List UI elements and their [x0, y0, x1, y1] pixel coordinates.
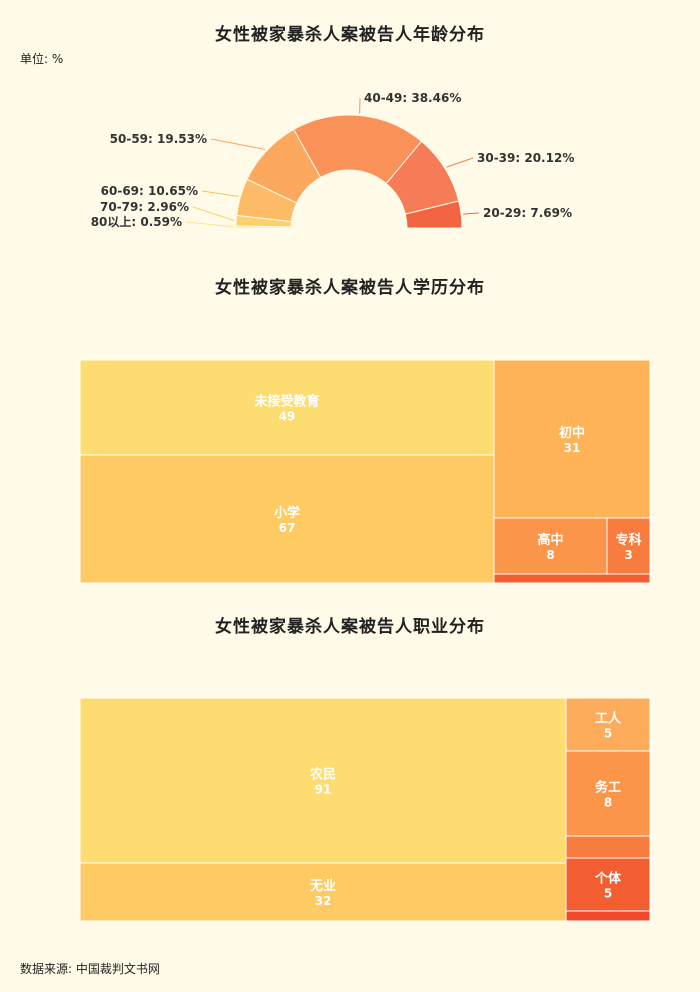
donut-leader-line — [210, 138, 266, 150]
data-source-label: 数据来源: 中国裁判文书网 — [20, 962, 160, 976]
treemap-cell-value: 5 — [604, 727, 612, 741]
donut-label: 20-29: 7.69% — [483, 206, 572, 220]
treemap-cell — [79, 697, 567, 864]
treemap-cell-value: 8 — [546, 548, 554, 562]
donut-leader-line — [192, 206, 235, 222]
treemap-cell-value: 91 — [315, 783, 332, 797]
treemap-cell-name: 农民 — [309, 767, 336, 783]
treemap-cell — [493, 359, 651, 519]
treemap-cell-value: 49 — [279, 410, 296, 424]
treemap-cell — [493, 573, 651, 584]
education-chart-title: 女性被家暴杀人案被告人学历分布 — [215, 278, 485, 298]
donut-label: 30-39: 20.12% — [477, 151, 574, 165]
donut-label: 60-69: 10.65% — [101, 184, 198, 198]
unit-label: 单位: % — [20, 52, 64, 66]
treemap-cell-name: 小学 — [274, 505, 300, 521]
treemap-cell-name: 务工 — [595, 780, 621, 796]
treemap-cell — [565, 750, 651, 837]
treemap-cell — [565, 857, 651, 912]
occupation-chart-title: 女性被家暴杀人案被告人职业分布 — [215, 617, 485, 637]
treemap-cell-value: 67 — [279, 521, 296, 535]
treemap-cell-value: 3 — [624, 548, 632, 562]
donut-leader-line — [201, 190, 239, 197]
treemap-cell — [79, 359, 495, 456]
donut-label: 80以上: 0.59% — [91, 214, 182, 229]
treemap-cell — [565, 697, 651, 752]
treemap-cell-name: 初中 — [559, 425, 585, 441]
donut-label: 70-79: 2.96% — [100, 200, 189, 214]
treemap-cell — [565, 835, 651, 859]
treemap-cell-value: 5 — [604, 887, 612, 901]
treemap-cell-value: 32 — [315, 894, 332, 908]
donut-leader-line — [463, 212, 480, 215]
treemap-cell-value: 31 — [564, 441, 581, 455]
treemap-cell-name: 高中 — [537, 532, 563, 548]
age-chart-title: 女性被家暴杀人案被告人年龄分布 — [215, 25, 485, 45]
age-donut-chart: 80以上: 0.59%70-79: 2.96% 60-69: 10.65% 50-5… — [91, 91, 575, 229]
treemap-cell-name: 专科 — [615, 532, 641, 548]
treemap-cell-name: 无业 — [309, 878, 336, 894]
treemap-cell-name: 未接受教育 — [253, 394, 319, 410]
donut-leader-line — [185, 221, 235, 228]
treemap-cell — [79, 454, 495, 584]
treemap-cell-name: 个体 — [594, 871, 622, 887]
treemap-cell-value: 8 — [604, 796, 612, 810]
donut-label: 50-59: 19.53% — [110, 132, 207, 146]
donut-leader-line — [446, 157, 474, 168]
donut-slice — [404, 200, 463, 229]
treemap-cell — [79, 862, 567, 922]
donut-label: 40-49: 38.46% — [364, 91, 461, 105]
treemap-cell — [565, 910, 651, 922]
treemap-cell-name: 工人 — [595, 711, 622, 727]
